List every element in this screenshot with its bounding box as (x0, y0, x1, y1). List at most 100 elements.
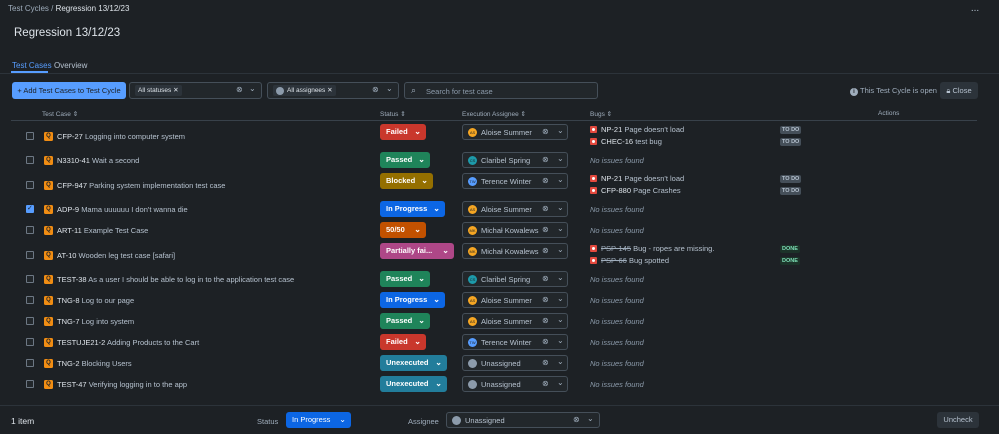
bug-link[interactable]: PSP-145 Bug - ropes are missing. (590, 244, 714, 253)
chip-remove-icon[interactable]: ✕ (327, 87, 333, 94)
status-select[interactable]: 50/50 ⌄ (380, 222, 426, 238)
assignee-select[interactable]: AS Aloise Summer ⊗ ⌄ (462, 313, 568, 329)
assignee-select[interactable]: TW Terence Winter ⊗ ⌄ (462, 334, 568, 350)
status-select[interactable]: In Progress ⌄ (380, 292, 445, 308)
chevron-down-icon[interactable]: ⌄ (557, 336, 564, 345)
tab-test-cases[interactable]: Test Cases (12, 61, 52, 70)
clear-icon[interactable]: ⊗ (236, 85, 243, 94)
row-checkbox[interactable] (26, 156, 34, 164)
more-actions-button[interactable]: ... (970, 3, 980, 14)
breadcrumb-parent[interactable]: Test Cycles (8, 4, 49, 13)
assignee-select[interactable]: CS Claribel Spring ⊗ ⌄ (462, 271, 568, 287)
chevron-down-icon[interactable]: ⌄ (557, 126, 564, 135)
status-select[interactable]: In Progress ⌄ (380, 201, 445, 217)
clear-icon[interactable]: ⊗ (542, 358, 549, 367)
test-case-link[interactable]: TESTUJE21-2 Adding Products to the Cart (57, 338, 199, 347)
chip-remove-icon[interactable]: ✕ (173, 87, 179, 94)
chevron-down-icon[interactable]: ⌄ (557, 273, 564, 282)
status-select[interactable]: Partially fai... ⌄ (380, 243, 454, 259)
column-header-test-case[interactable]: Test Case ⇕ (42, 110, 78, 118)
row-checkbox[interactable] (26, 275, 34, 283)
clear-icon[interactable]: ⊗ (542, 225, 549, 234)
assignee-select[interactable]: AS Aloise Summer ⊗ ⌄ (462, 201, 568, 217)
row-checkbox[interactable] (26, 132, 34, 140)
close-cycle-button[interactable]: 🔒︎ Close (940, 82, 978, 99)
status-select[interactable]: Unexecuted ⌄ (380, 376, 447, 392)
bug-link[interactable]: CFP-880 Page Crashes (590, 186, 681, 195)
test-case-link[interactable]: ADP-9 Mama uuuuuu I don't wanna die (57, 205, 188, 214)
uncheck-button[interactable]: Uncheck (937, 412, 979, 428)
row-checkbox[interactable] (26, 380, 34, 388)
assignee-select[interactable]: MK Michał Kowalews ⊗ ⌄ (462, 222, 568, 238)
chevron-down-icon[interactable]: ⌄ (557, 315, 564, 324)
row-checkbox[interactable] (26, 359, 34, 367)
test-case-link[interactable]: AT-10 Wooden leg test case [safari] (57, 251, 175, 260)
row-checkbox[interactable] (26, 226, 34, 234)
assignee-select[interactable]: AS Aloise Summer ⊗ ⌄ (462, 124, 568, 140)
chevron-down-icon[interactable]: ⌄ (557, 224, 564, 233)
tab-overview[interactable]: Overview (54, 61, 88, 70)
clear-icon[interactable]: ⊗ (542, 204, 549, 213)
chevron-down-icon[interactable]: ⌄ (557, 357, 564, 366)
assignee-select[interactable]: MK Michał Kowalews ⊗ ⌄ (462, 243, 568, 259)
assignee-filter[interactable]: All assignees ✕ ⊗ ⌄ (267, 82, 399, 99)
search-input[interactable]: ⌕ Search for test case (404, 82, 598, 99)
clear-icon[interactable]: ⊗ (372, 85, 379, 94)
test-case-link[interactable]: TNG-2 Blocking Users (57, 359, 132, 368)
clear-icon[interactable]: ⊗ (542, 176, 549, 185)
test-case-link[interactable]: ART-11 Example Test Case (57, 226, 148, 235)
clear-icon[interactable]: ⊗ (542, 295, 549, 304)
row-checkbox[interactable] (26, 296, 34, 304)
column-header-assignee[interactable]: Execution Assignee ⇕ (462, 110, 526, 118)
row-checkbox[interactable] (26, 181, 34, 189)
bug-link[interactable]: NP-21 Page doesn't load (590, 174, 684, 183)
column-header-bugs[interactable]: Bugs ⇕ (590, 110, 612, 118)
chevron-down-icon[interactable]: ⌄ (557, 154, 564, 163)
assignee-select[interactable]: CS Claribel Spring ⊗ ⌄ (462, 152, 568, 168)
clear-icon[interactable]: ⊗ (573, 415, 580, 424)
assignee-select[interactable]: Unassigned ⊗ ⌄ (462, 355, 568, 371)
test-case-link[interactable]: TNG-7 Log into system (57, 317, 134, 326)
add-test-cases-button[interactable]: + Add Test Cases to Test Cycle (12, 82, 126, 99)
row-checkbox[interactable] (26, 251, 34, 259)
bulk-assignee-select[interactable]: Unassigned ⊗ ⌄ (446, 412, 600, 428)
test-case-link[interactable]: CFP-27 Logging into computer system (57, 132, 185, 141)
bug-link[interactable]: NP-21 Page doesn't load (590, 125, 684, 134)
chevron-down-icon[interactable]: ⌄ (386, 84, 393, 93)
status-filter[interactable]: All statuses ✕ ⊗ ⌄ (129, 82, 262, 99)
bug-link[interactable]: PSP-66 Bug spotted (590, 256, 669, 265)
bug-link[interactable]: CHEC-16 test bug (590, 137, 662, 146)
clear-icon[interactable]: ⊗ (542, 379, 549, 388)
column-header-status[interactable]: Status ⇕ (380, 110, 406, 118)
test-case-link[interactable]: N3310-41 Wait a second (57, 156, 139, 165)
clear-icon[interactable]: ⊗ (542, 274, 549, 283)
clear-icon[interactable]: ⊗ (542, 316, 549, 325)
clear-icon[interactable]: ⊗ (542, 246, 549, 255)
row-checkbox[interactable] (26, 338, 34, 346)
clear-icon[interactable]: ⊗ (542, 127, 549, 136)
chevron-down-icon[interactable]: ⌄ (557, 245, 564, 254)
status-select[interactable]: Passed ⌄ (380, 271, 430, 287)
assignee-select[interactable]: Unassigned ⊗ ⌄ (462, 376, 568, 392)
status-select[interactable]: Failed ⌄ (380, 334, 426, 350)
test-case-link[interactable]: TEST-38 As a user I should be able to lo… (57, 275, 294, 284)
chevron-down-icon[interactable]: ⌄ (557, 203, 564, 212)
assignee-select[interactable]: TW Terence Winter ⊗ ⌄ (462, 173, 568, 189)
test-case-link[interactable]: TEST-47 Verifying logging in to the app (57, 380, 187, 389)
chevron-down-icon[interactable]: ⌄ (557, 175, 564, 184)
row-checkbox[interactable] (26, 317, 34, 325)
status-select[interactable]: Passed ⌄ (380, 313, 430, 329)
clear-icon[interactable]: ⊗ (542, 155, 549, 164)
test-case-link[interactable]: CFP-947 Parking system implementation te… (57, 181, 225, 190)
chevron-down-icon[interactable]: ⌄ (249, 84, 256, 93)
status-select[interactable]: Failed ⌄ (380, 124, 426, 140)
status-select[interactable]: Passed ⌄ (380, 152, 430, 168)
status-select[interactable]: Unexecuted ⌄ (380, 355, 447, 371)
chevron-down-icon[interactable]: ⌄ (557, 378, 564, 387)
bulk-status-select[interactable]: In Progress ⌄ (286, 412, 351, 428)
test-case-link[interactable]: TNG-8 Log to our page (57, 296, 134, 305)
clear-icon[interactable]: ⊗ (542, 337, 549, 346)
assignee-select[interactable]: AS Aloise Summer ⊗ ⌄ (462, 292, 568, 308)
chevron-down-icon[interactable]: ⌄ (587, 414, 594, 423)
row-checkbox[interactable] (26, 204, 34, 213)
